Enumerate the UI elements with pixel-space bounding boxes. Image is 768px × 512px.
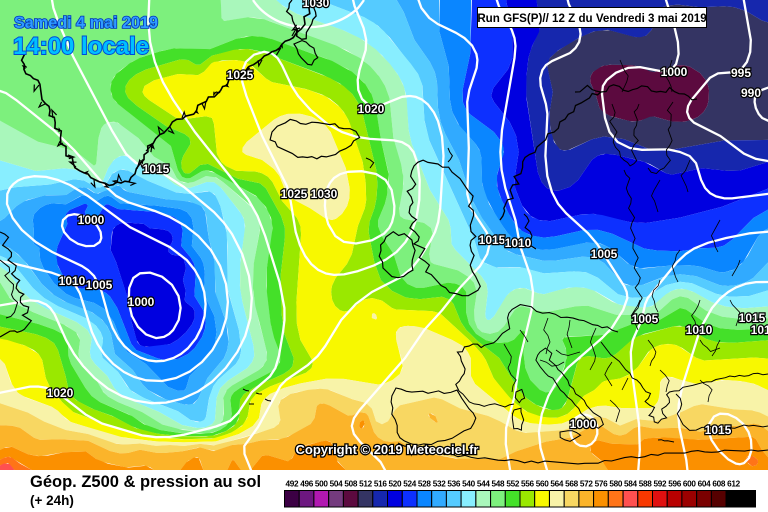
svg-text:1015: 1015 [705,423,732,437]
svg-text:1000: 1000 [570,417,597,431]
svg-text:576: 576 [595,480,609,489]
svg-text:995: 995 [731,66,751,80]
svg-text:528: 528 [418,480,432,489]
svg-text:1025: 1025 [227,68,254,82]
svg-text:1015: 1015 [479,233,506,247]
svg-text:588: 588 [639,480,653,489]
svg-text:1005: 1005 [632,312,659,326]
svg-text:524: 524 [403,480,417,489]
svg-text:1005: 1005 [86,278,113,292]
svg-text:604: 604 [698,480,712,489]
svg-text:572: 572 [580,480,594,489]
svg-text:612: 612 [727,480,741,489]
svg-text:504: 504 [330,480,344,489]
svg-text:556: 556 [521,480,535,489]
svg-text:1030: 1030 [311,187,338,201]
svg-text:560: 560 [536,480,550,489]
svg-text:Run GFS(P)// 12 Z du Vendredi: Run GFS(P)// 12 Z du Vendredi 3 mai 2019 [477,12,707,25]
svg-text:520: 520 [389,480,403,489]
svg-text:1005: 1005 [591,247,618,261]
svg-text:1010: 1010 [751,323,768,337]
svg-text:990: 990 [741,86,761,100]
svg-text:1000: 1000 [128,295,155,309]
svg-text:536: 536 [447,480,461,489]
svg-text:568: 568 [565,480,579,489]
svg-text:1015: 1015 [739,311,766,325]
svg-text:544: 544 [477,480,491,489]
svg-text:1020: 1020 [358,102,385,116]
svg-text:Géop. Z500 & pression au sol: Géop. Z500 & pression au sol [30,473,261,491]
svg-text:14:00 locale: 14:00 locale [13,33,149,60]
svg-text:608: 608 [712,480,726,489]
svg-text:(+ 24h): (+ 24h) [30,493,74,508]
svg-text:1020: 1020 [47,386,74,400]
svg-text:552: 552 [506,480,520,489]
svg-text:Copyright © 2019 Meteociel.fr: Copyright © 2019 Meteociel.fr [296,442,479,457]
svg-text:Samedi 4 mai 2019: Samedi 4 mai 2019 [14,14,158,32]
svg-text:540: 540 [462,480,476,489]
svg-text:496: 496 [300,480,314,489]
svg-text:592: 592 [654,480,668,489]
svg-text:516: 516 [374,480,388,489]
svg-text:580: 580 [609,480,623,489]
svg-text:548: 548 [492,480,506,489]
svg-text:596: 596 [668,480,682,489]
svg-text:1000: 1000 [661,65,688,79]
svg-text:564: 564 [550,480,564,489]
svg-text:500: 500 [315,480,329,489]
svg-text:1000: 1000 [78,213,105,227]
svg-text:1010: 1010 [686,323,713,337]
svg-text:1015: 1015 [143,162,170,176]
svg-text:508: 508 [344,480,358,489]
svg-text:1025: 1025 [281,187,308,201]
svg-text:600: 600 [683,480,697,489]
svg-text:1010: 1010 [59,274,86,288]
svg-text:1010: 1010 [505,236,532,250]
svg-text:532: 532 [433,480,447,489]
svg-text:512: 512 [359,480,373,489]
svg-text:492: 492 [286,480,300,489]
svg-text:1030: 1030 [303,0,330,10]
svg-text:584: 584 [624,480,638,489]
